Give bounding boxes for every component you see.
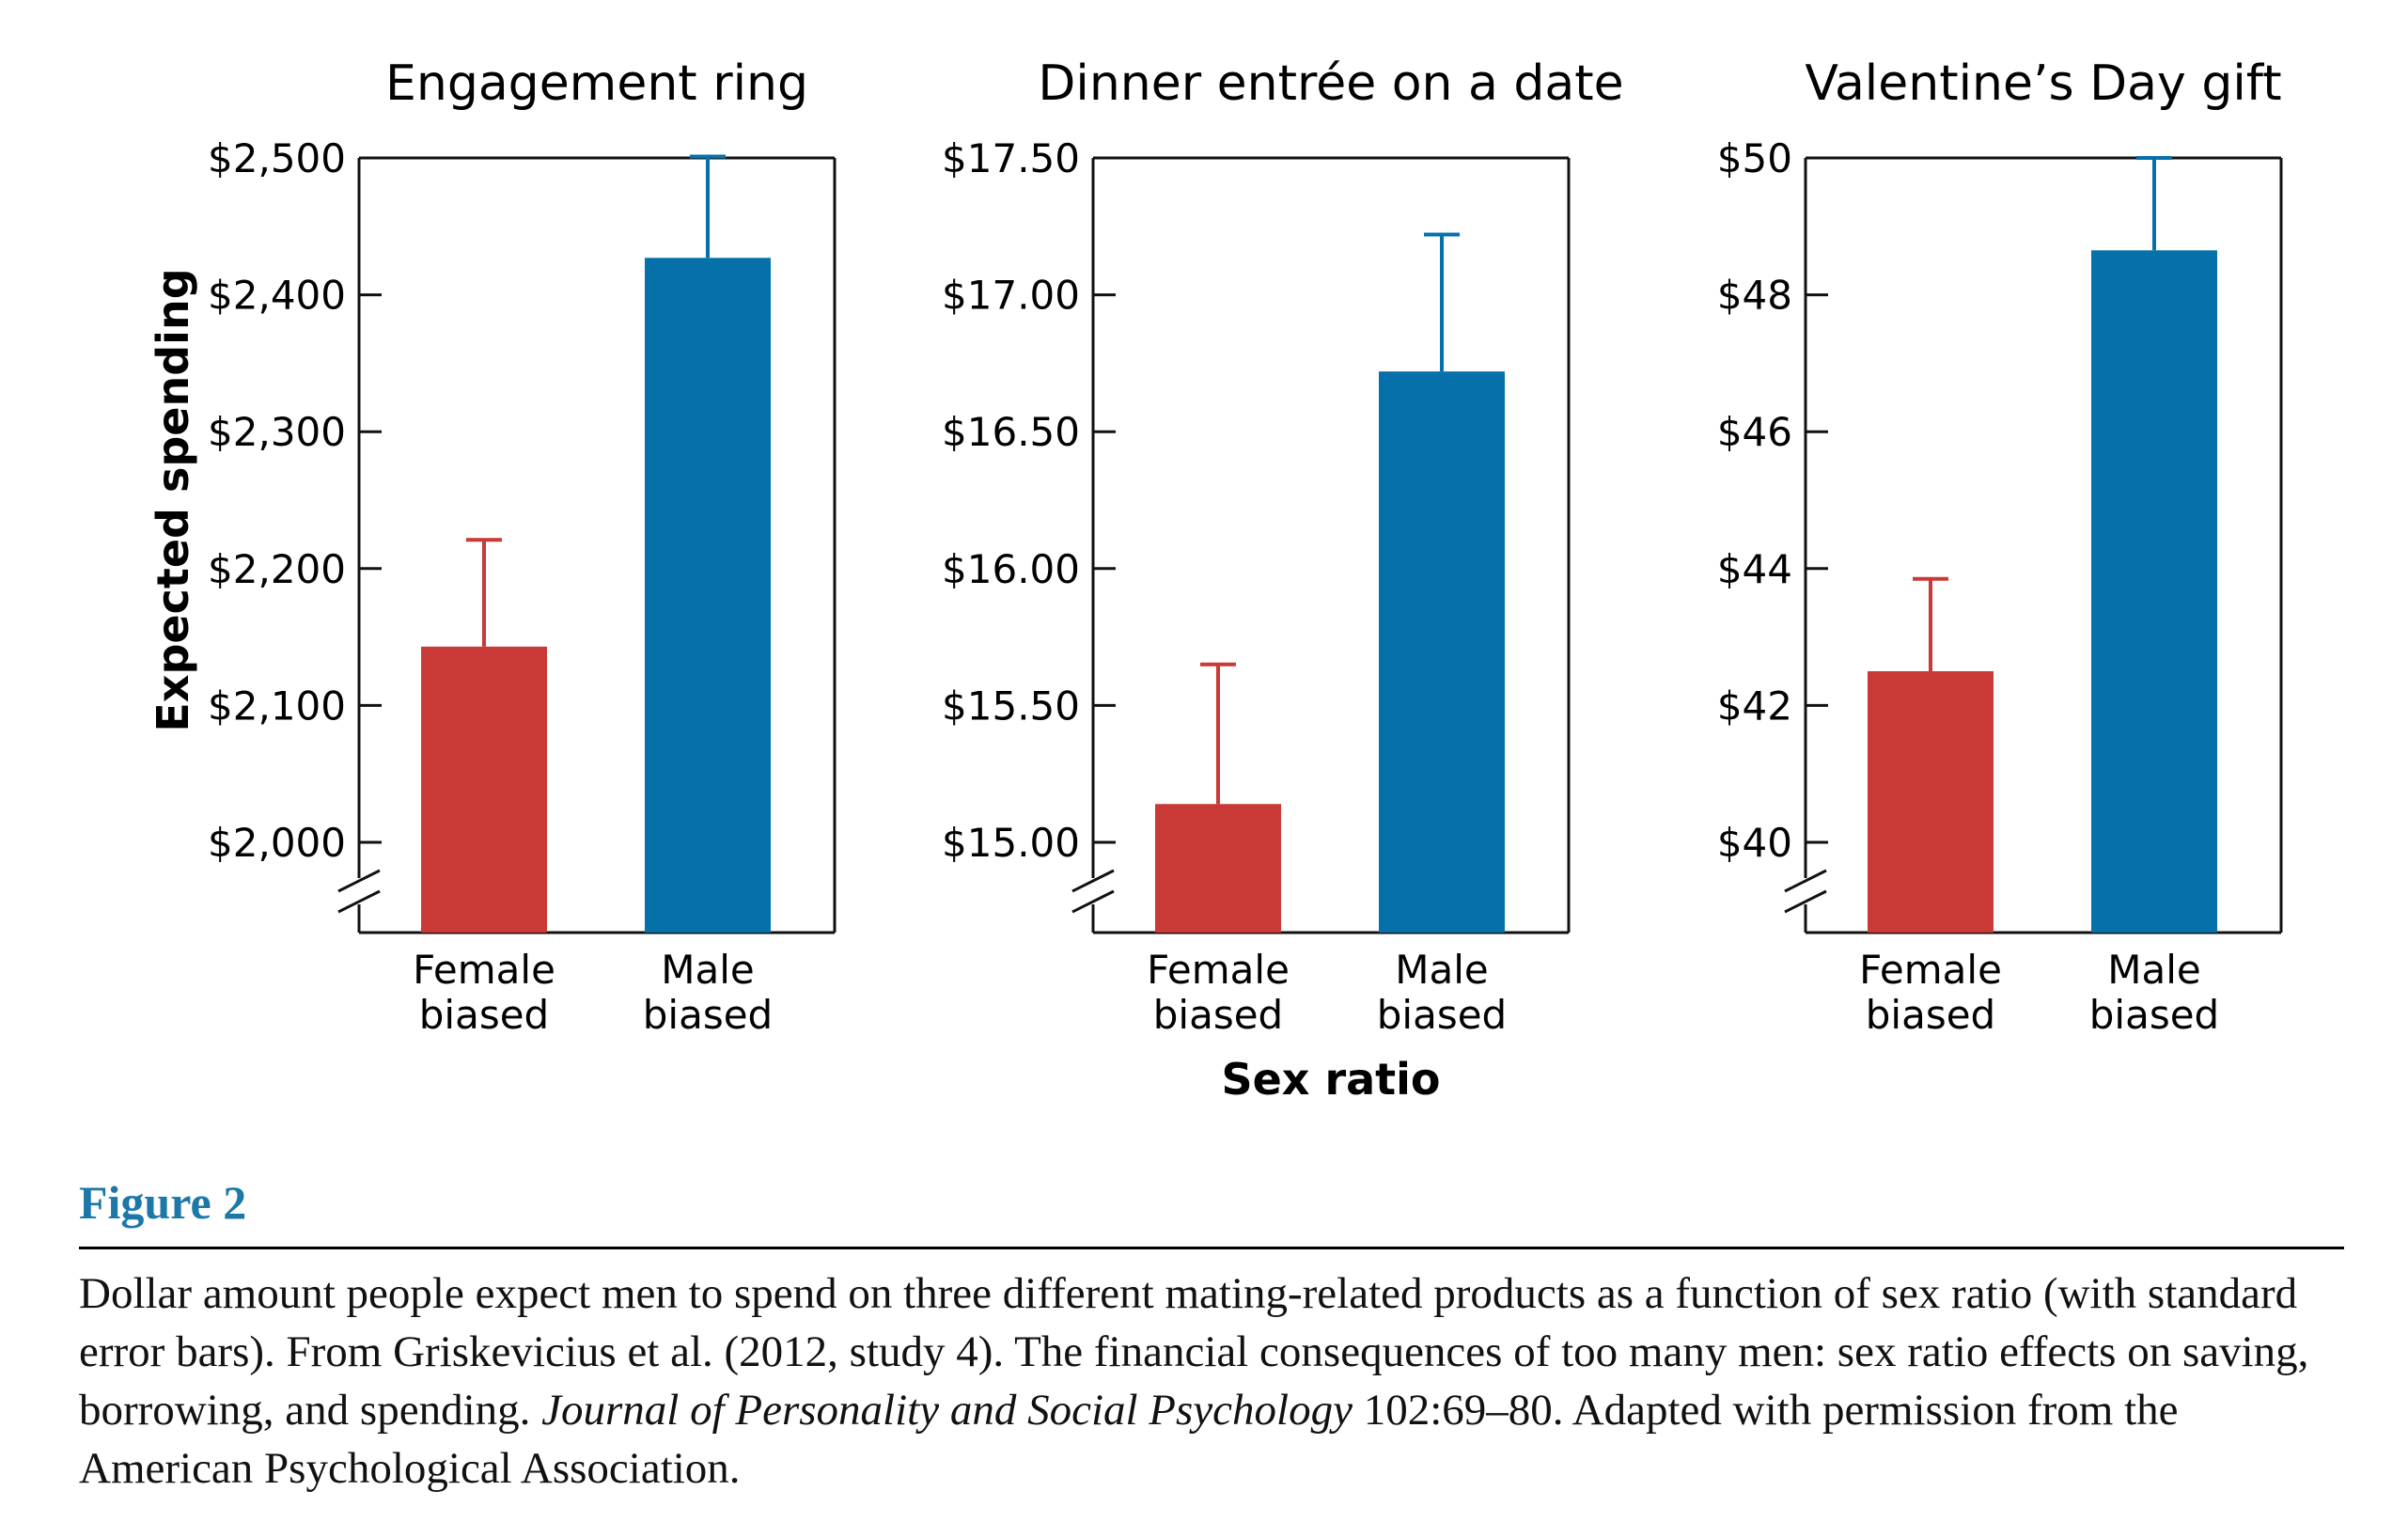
x-axis-label: Sex ratio [1221,1054,1440,1105]
y-tick-label: $48 [1717,273,1792,319]
x-tick-label-line: Male [661,947,754,993]
caption-citation-end: 102:69–80. Adapted with permission from … [79,1386,2179,1493]
chart-title: Dinner entrée on a date [1038,55,1623,112]
x-tick-label: Female biased [1859,947,2002,1038]
y-tick-label: $44 [1717,546,1792,592]
x-tick-label-line: biased [1377,992,1507,1038]
axis-break-mark [337,889,381,914]
figure-caption: Dollar amount people expect men to spend… [79,1264,2344,1498]
x-tick-label-line: Female [1859,947,2002,993]
axis-break-mark [1784,869,1827,893]
y-tick-label: $2,500 [208,135,346,181]
y-tick-label: $17.00 [942,273,1080,319]
bar-female-biased [1155,804,1281,933]
bar-male-biased [645,258,771,934]
y-tick-label: $46 [1717,409,1792,455]
axis-break-mark [1784,889,1827,914]
bar-female-biased [421,646,547,933]
x-tick-label-line: biased [643,992,773,1038]
x-tick-label: Male biased [643,947,773,1038]
y-tick-label: $2,300 [208,409,346,455]
bar-female-biased [1868,671,1994,933]
y-tick-label: $40 [1717,820,1792,866]
y-tick-label: $2,400 [208,273,346,319]
x-tick-label-line: Male [2107,947,2200,993]
y-tick-label: $17.50 [942,135,1080,181]
x-tick-label-line: Female [413,947,555,993]
x-tick-label-line: biased [419,992,549,1038]
axis-break-mark [337,869,381,893]
x-tick-label: Female biased [413,947,555,1038]
x-tick-label-line: biased [1153,992,1283,1038]
figure-caption-block: Figure 2 Dollar amount people expect men… [79,1175,2344,1498]
y-tick-label: $42 [1717,683,1792,729]
x-tick-label: Male biased [2089,947,2219,1038]
x-tick-label-line: Female [1147,947,1290,993]
y-tick-label: $15.50 [942,683,1080,729]
bar-male-biased [1379,371,1505,933]
caption-text: Dollar amount people expect men to spend… [79,1269,2309,1435]
chart-title: Engagement ring [385,55,808,112]
axis-break-mark [1071,889,1115,914]
caption-journal-name: Journal of Personality and Social Psycho… [541,1386,1353,1435]
x-tick-label: Male biased [1377,947,1507,1038]
figure-label: Figure 2 [79,1176,247,1229]
bar-male-biased [2091,250,2217,933]
axis-break-mark [1071,869,1115,893]
y-tick-label: $16.00 [942,546,1080,592]
y-tick-label: $2,000 [208,820,346,866]
caption-divider [79,1247,2344,1249]
chart-title: Valentine’s Day gift [1805,55,2281,112]
bar-chart-figure: Engagement ring $2,000 $2,100 $2,200 $2,300 $… [148,55,2283,1105]
y-tick-label: $15.00 [942,820,1080,866]
y-tick-label: $2,200 [208,546,346,592]
y-axis-label: Expected spending [148,268,198,731]
y-tick-label: $2,100 [208,683,346,729]
x-tick-label-line: biased [2089,992,2219,1038]
y-tick-label: $16.50 [942,409,1080,455]
x-tick-label-line: biased [1866,992,1995,1038]
x-tick-label: Female biased [1147,947,1290,1038]
y-tick-label: $50 [1717,135,1792,181]
x-tick-label-line: Male [1395,947,1488,993]
